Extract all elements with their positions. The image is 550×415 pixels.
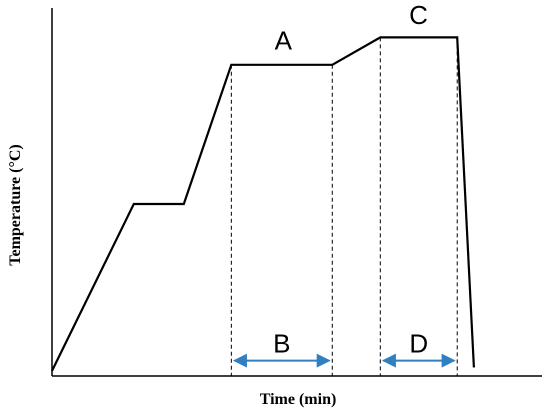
label-a: A: [275, 25, 293, 55]
label-b: B: [273, 329, 290, 359]
y-axis-title: Temperature (°C): [7, 144, 24, 265]
label-d: D: [409, 329, 428, 359]
reference-lines: [230, 37, 458, 376]
temperature-profile-line: [51, 36, 475, 372]
label-c: C: [409, 0, 428, 30]
x-axis-title: Time (min): [260, 391, 337, 408]
region-labels: A C B D: [273, 0, 428, 359]
